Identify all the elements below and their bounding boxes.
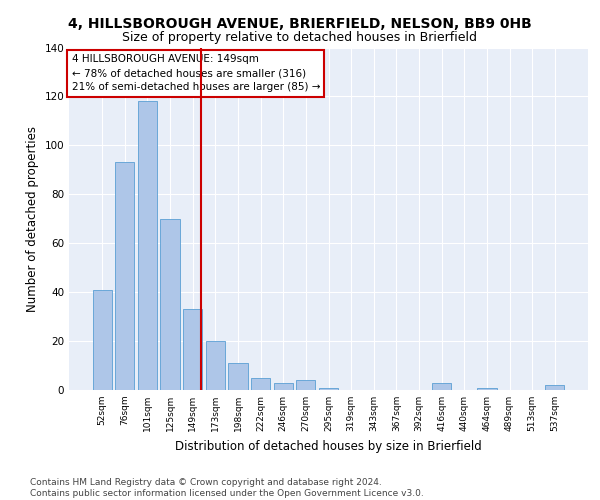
Bar bbox=[138, 102, 157, 390]
Bar bbox=[115, 162, 134, 390]
Bar bbox=[160, 219, 180, 390]
Y-axis label: Number of detached properties: Number of detached properties bbox=[26, 126, 39, 312]
Bar bbox=[477, 388, 497, 390]
Bar bbox=[545, 385, 565, 390]
Bar bbox=[251, 378, 270, 390]
Bar bbox=[229, 363, 248, 390]
Text: Contains HM Land Registry data © Crown copyright and database right 2024.
Contai: Contains HM Land Registry data © Crown c… bbox=[30, 478, 424, 498]
Bar bbox=[432, 382, 451, 390]
X-axis label: Distribution of detached houses by size in Brierfield: Distribution of detached houses by size … bbox=[175, 440, 482, 452]
Text: Size of property relative to detached houses in Brierfield: Size of property relative to detached ho… bbox=[122, 31, 478, 44]
Text: 4 HILLSBOROUGH AVENUE: 149sqm
← 78% of detached houses are smaller (316)
21% of : 4 HILLSBOROUGH AVENUE: 149sqm ← 78% of d… bbox=[71, 54, 320, 92]
Bar bbox=[296, 380, 316, 390]
Bar bbox=[183, 310, 202, 390]
Bar bbox=[319, 388, 338, 390]
Text: 4, HILLSBOROUGH AVENUE, BRIERFIELD, NELSON, BB9 0HB: 4, HILLSBOROUGH AVENUE, BRIERFIELD, NELS… bbox=[68, 18, 532, 32]
Bar bbox=[206, 341, 225, 390]
Bar bbox=[274, 382, 293, 390]
Bar bbox=[92, 290, 112, 390]
